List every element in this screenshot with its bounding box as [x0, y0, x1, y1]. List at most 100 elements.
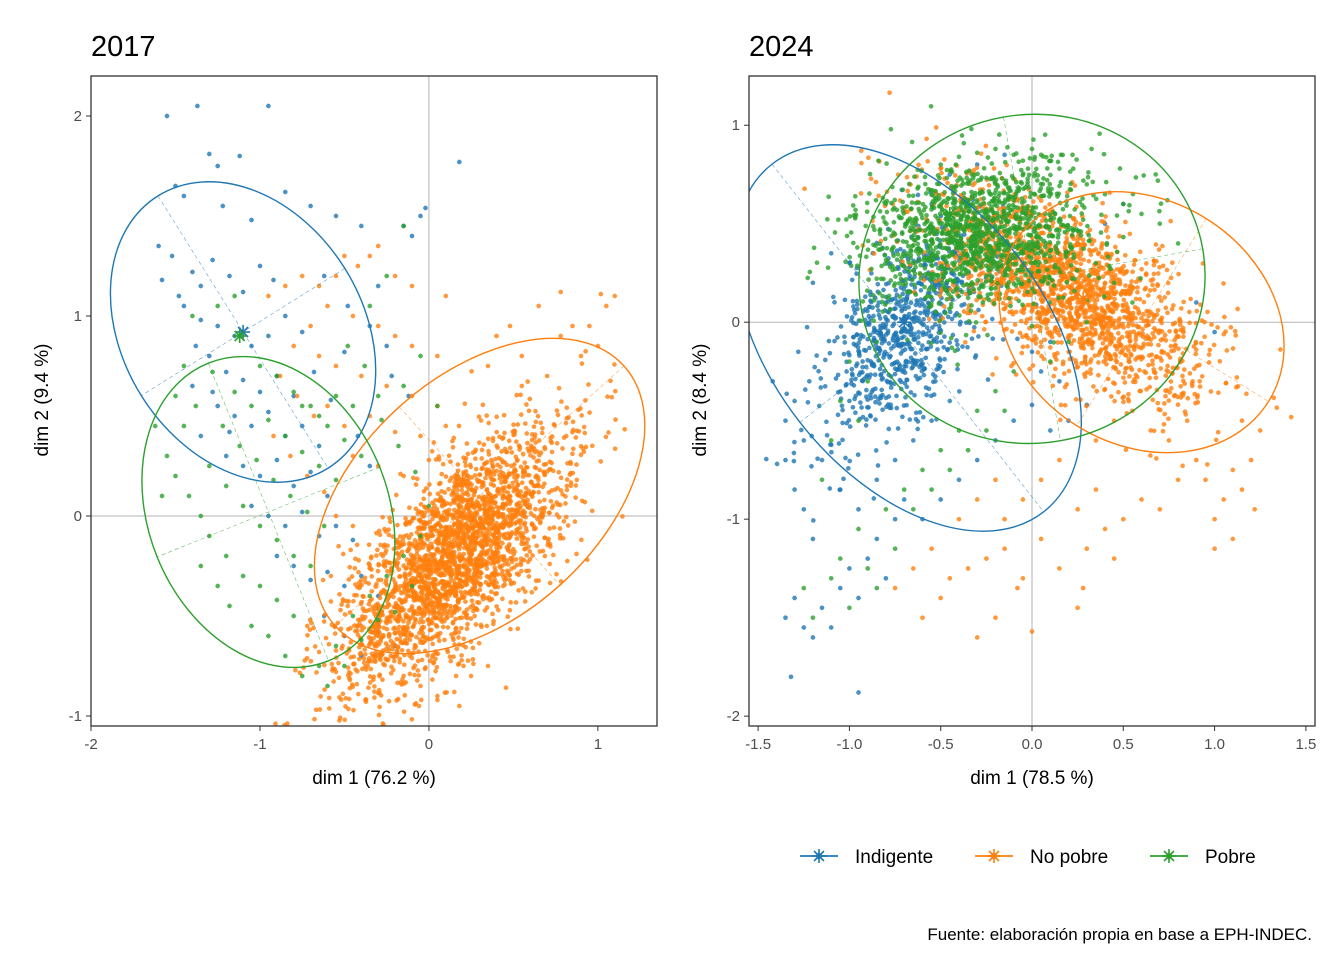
data-point	[918, 297, 924, 303]
data-point	[513, 439, 519, 445]
data-point	[415, 668, 421, 673]
data-point	[265, 103, 271, 109]
data-point	[1193, 347, 1199, 353]
data-point	[316, 649, 322, 655]
data-point	[189, 313, 195, 319]
data-point	[428, 636, 434, 642]
data-point	[804, 324, 810, 330]
data-point	[1073, 260, 1079, 266]
data-point	[883, 395, 889, 401]
data-point	[274, 457, 280, 463]
x-tick-label: 1	[594, 736, 602, 753]
data-point	[896, 342, 902, 348]
data-point	[930, 379, 936, 385]
data-point	[856, 595, 861, 601]
data-point	[534, 483, 540, 489]
data-point	[578, 353, 584, 359]
data-point	[472, 587, 478, 593]
data-point	[904, 377, 910, 383]
data-point	[294, 393, 300, 399]
data-point	[451, 435, 457, 441]
data-point	[1121, 399, 1126, 405]
data-point	[382, 564, 388, 570]
data-point	[875, 308, 881, 313]
data-point	[495, 487, 501, 493]
data-point	[419, 595, 425, 601]
data-point	[886, 426, 892, 432]
data-point	[430, 532, 436, 538]
data-point	[1047, 201, 1053, 207]
data-point	[395, 644, 401, 650]
centroid-marker	[232, 329, 247, 343]
data-point	[181, 423, 187, 429]
data-point	[436, 609, 442, 615]
data-point	[451, 498, 457, 504]
data-point	[537, 519, 543, 525]
data-point	[514, 501, 520, 507]
data-point	[561, 518, 567, 524]
data-point	[304, 623, 310, 629]
data-point	[349, 682, 355, 688]
data-point	[326, 641, 332, 647]
data-point	[846, 565, 852, 571]
data-point	[198, 563, 204, 569]
data-point	[370, 629, 376, 635]
data-point	[429, 448, 435, 454]
data-point	[465, 492, 471, 498]
data-point	[792, 595, 798, 601]
data-point	[1088, 357, 1094, 362]
data-point	[962, 339, 968, 345]
data-point	[783, 418, 788, 424]
data-point	[466, 557, 472, 563]
data-point	[152, 423, 158, 429]
data-point	[810, 517, 816, 523]
data-point	[287, 493, 293, 499]
data-point	[240, 377, 246, 383]
data-point	[477, 472, 483, 478]
data-point	[460, 492, 466, 498]
data-point	[506, 484, 512, 490]
data-point	[589, 508, 595, 514]
data-point	[198, 513, 204, 519]
data-point	[603, 303, 609, 309]
data-point	[533, 408, 538, 414]
data-point	[389, 373, 395, 379]
data-point	[419, 513, 425, 519]
data-point	[901, 497, 907, 502]
data-point	[490, 463, 496, 469]
data-point	[488, 543, 494, 548]
data-point	[514, 571, 520, 577]
data-point	[386, 594, 392, 600]
data-point	[1161, 400, 1167, 406]
data-point	[524, 528, 530, 534]
data-point	[453, 604, 459, 610]
data-point	[456, 703, 462, 709]
data-point	[450, 444, 456, 450]
data-point	[505, 614, 511, 620]
data-point	[814, 353, 820, 359]
data-point	[402, 692, 408, 698]
data-point	[515, 473, 521, 478]
data-point	[409, 283, 415, 289]
data-point	[857, 353, 862, 359]
data-point	[1057, 299, 1062, 305]
data-point	[536, 458, 542, 464]
data-point	[439, 471, 445, 477]
data-point	[582, 397, 588, 403]
data-point	[227, 603, 232, 609]
data-point	[774, 461, 780, 467]
data-point	[924, 392, 930, 398]
data-point	[868, 372, 874, 378]
data-point	[573, 483, 579, 488]
data-point	[1163, 393, 1168, 399]
data-point	[527, 396, 533, 402]
data-point	[1133, 296, 1139, 302]
data-point	[1155, 283, 1161, 289]
data-point	[843, 382, 849, 388]
data-point	[1151, 325, 1157, 331]
data-point	[1153, 242, 1159, 247]
data-point	[341, 437, 347, 443]
data-point	[375, 243, 381, 249]
data-point	[265, 333, 271, 339]
data-point	[893, 287, 899, 293]
